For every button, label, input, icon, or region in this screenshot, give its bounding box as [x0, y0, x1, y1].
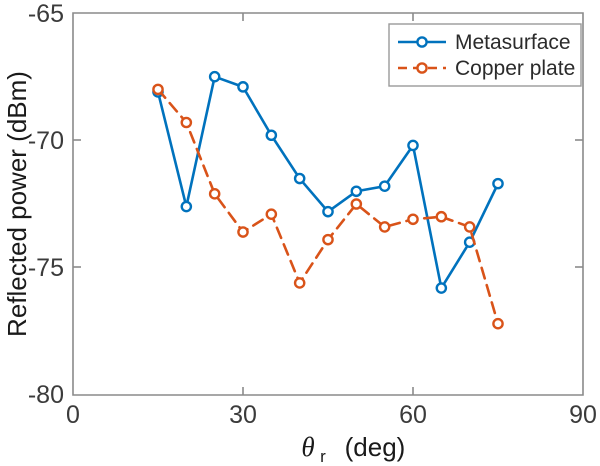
y-tick-label-minus70: -70 [28, 127, 64, 155]
data-point [293, 172, 306, 185]
x-tick-label-90: 90 [569, 401, 597, 429]
y-tick-label-minus75: -75 [28, 254, 64, 282]
data-point [378, 221, 391, 233]
data-point [265, 208, 278, 220]
y-axis-ticks [73, 139, 583, 268]
x-tick-label-30: 30 [229, 401, 257, 429]
legend-box [388, 23, 582, 87]
data-point [350, 185, 363, 198]
series-copper-plate [152, 83, 504, 330]
y-tick-label-minus65: -65 [28, 0, 64, 28]
data-point [350, 198, 363, 210]
x-axis-title-unit: (deg) [345, 432, 406, 462]
data-point [293, 277, 306, 289]
legend-label: Copper plate [455, 57, 575, 80]
data-point [237, 226, 249, 238]
y-tick-label-minus80: -80 [28, 381, 64, 409]
y-axis-title: Reflected power (dBm) [2, 71, 32, 337]
data-point [435, 282, 448, 294]
data-point [180, 200, 193, 213]
x-axis-title-subscript: r [320, 447, 326, 466]
data-point [407, 139, 419, 152]
data-series-layer [152, 70, 504, 330]
legend-marker-sample [416, 36, 428, 48]
data-point [208, 188, 221, 200]
x-tick-label-60: 60 [399, 401, 427, 429]
data-point [435, 210, 448, 223]
data-point [180, 116, 193, 129]
data-point [492, 177, 504, 190]
data-point [492, 317, 504, 330]
data-point [237, 81, 249, 93]
data-point [208, 70, 221, 83]
x-axis-title-symbol: θ [301, 432, 314, 462]
x-axis-ticks [242, 13, 414, 395]
chart-legend[interactable]: Metasurface Copper plate [388, 23, 582, 87]
data-point [407, 213, 419, 226]
data-point [152, 83, 164, 96]
data-point [463, 221, 476, 233]
x-tick-label-0: 0 [66, 401, 80, 429]
data-point [378, 180, 391, 192]
data-point [265, 129, 278, 142]
legend-marker-sample [416, 62, 428, 74]
data-point [322, 233, 334, 246]
x-axis-title: θ r (deg) [301, 432, 405, 466]
x-tick-labels: 0 30 60 90 [66, 401, 597, 429]
legend-label: Metasurface [455, 31, 571, 54]
data-point [322, 205, 334, 218]
y-tick-labels: -65 -70 -75 -80 [28, 0, 64, 409]
series-metasurface [152, 70, 504, 294]
